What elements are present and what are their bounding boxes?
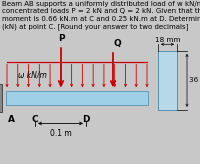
Bar <box>158 51 177 110</box>
Text: C: C <box>32 115 38 124</box>
Text: Q: Q <box>114 39 122 48</box>
Text: 36 mm: 36 mm <box>189 77 200 83</box>
Text: P: P <box>58 34 64 43</box>
Text: 0.1 m: 0.1 m <box>50 129 71 138</box>
Text: ω kN/m: ω kN/m <box>18 70 47 79</box>
Text: Beam AB supports a uniformly distributed load of w kN/m and two
concentrated loa: Beam AB supports a uniformly distributed… <box>2 1 200 30</box>
Text: A: A <box>8 115 14 124</box>
Bar <box>0 84 2 112</box>
Text: 18 mm: 18 mm <box>155 37 180 43</box>
Bar <box>6 91 148 105</box>
Text: D: D <box>82 115 90 124</box>
